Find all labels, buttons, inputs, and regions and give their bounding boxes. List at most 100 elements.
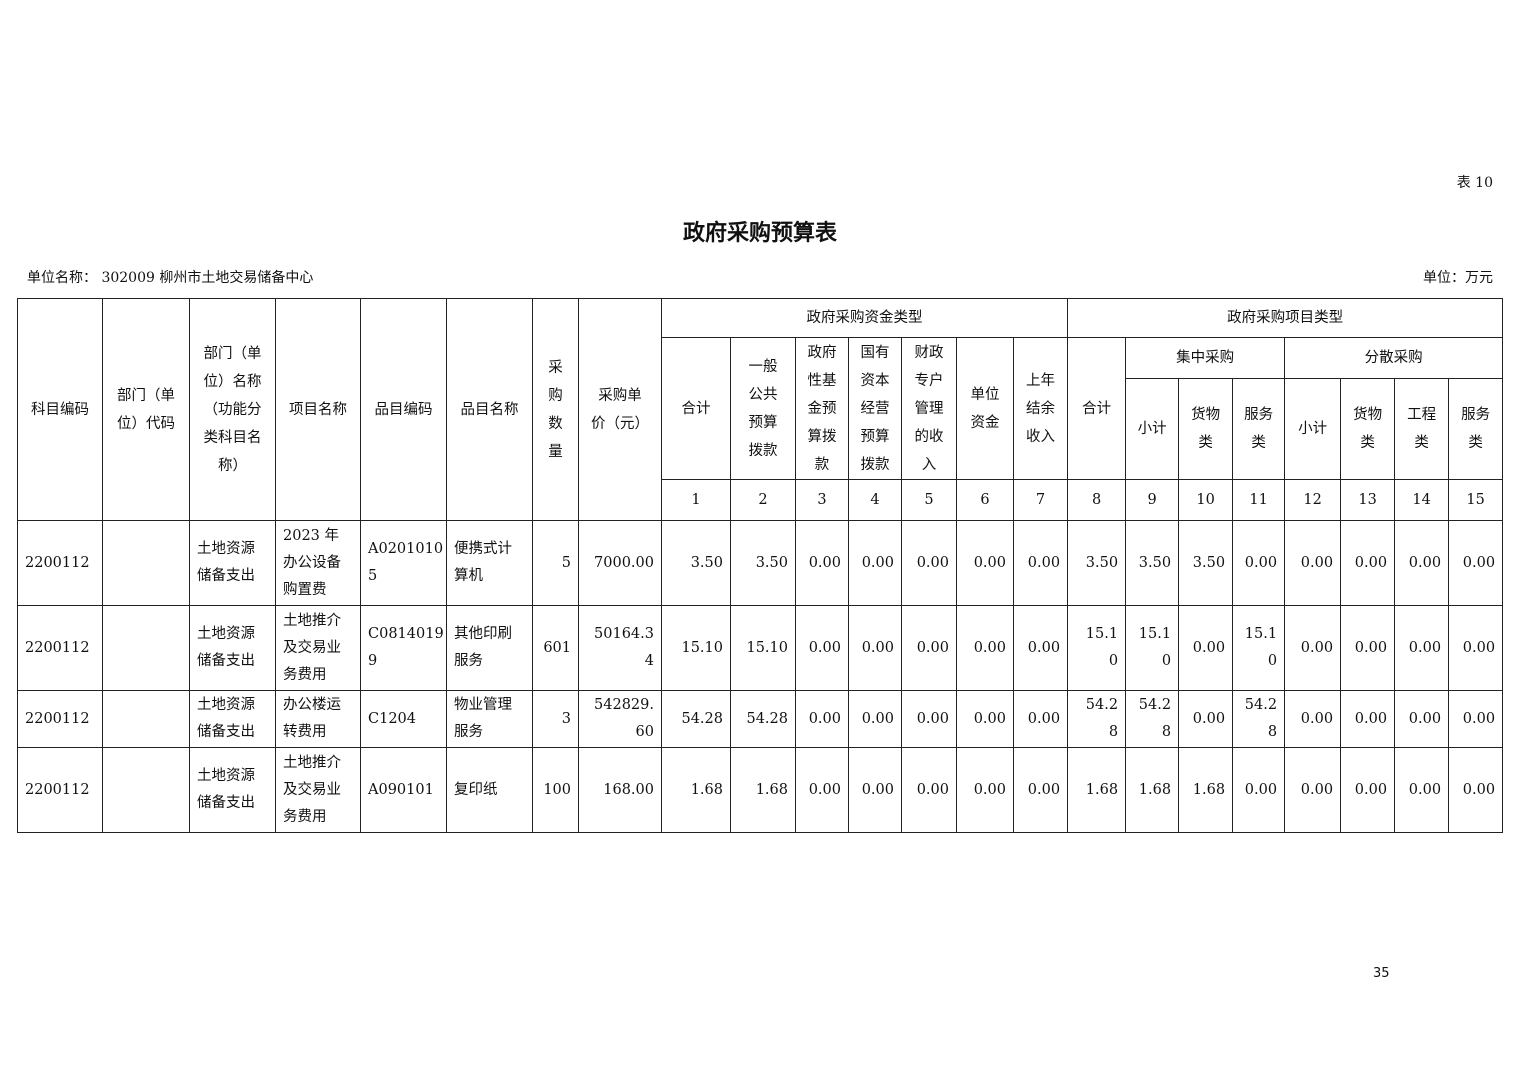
table-cell: 0.00	[1284, 747, 1342, 833]
table-cell: 0.00	[1178, 605, 1234, 691]
column-header: 服务 类	[1232, 378, 1286, 480]
column-header: 工程 类	[1394, 378, 1450, 480]
table-cell: 0.00	[956, 520, 1014, 606]
column-number: 6	[956, 479, 1014, 521]
table-cell: 土地资源 储备支出	[189, 520, 276, 606]
table-cell: 54.2 8	[1232, 690, 1286, 748]
table-cell: 3	[532, 690, 579, 748]
table-cell: 土地推介 及交易业 务费用	[275, 747, 361, 833]
table-cell: C0814019 9	[360, 605, 447, 691]
table-cell: 0.00	[848, 747, 902, 833]
column-header: 合计	[1067, 337, 1127, 480]
currency-unit: 单位：万元	[1423, 270, 1493, 286]
page-number: 35	[1373, 966, 1390, 981]
table-cell: 2200112	[17, 690, 103, 748]
column-header: 小计	[1125, 378, 1180, 480]
page-title: 政府采购预算表	[682, 220, 837, 246]
table-cell: 0.00	[1340, 605, 1396, 691]
table-cell: 15.1 0	[1125, 605, 1180, 691]
table-cell: 0.00	[848, 520, 902, 606]
table-cell: 1.68	[1067, 747, 1127, 833]
table-cell: 50164.3 4	[578, 605, 662, 691]
table-cell: 办公楼运 转费用	[275, 690, 361, 748]
column-header: 单位 资金	[956, 337, 1014, 480]
column-header: 项目名称	[275, 298, 361, 521]
column-header: 财政 专户 管理 的收 入	[901, 337, 957, 480]
table-cell: 0.00	[901, 520, 957, 606]
table-cell: 0.00	[1340, 520, 1396, 606]
table-cell: A0201010 5	[360, 520, 447, 606]
table-cell: 2200112	[17, 605, 103, 691]
table-cell: 2200112	[17, 747, 103, 833]
table-cell: 1.68	[1125, 747, 1180, 833]
table-row: 2200112 土地资源 储备支出 办公楼运 转费用 C1204 物业管理 服务 3 542…	[17, 690, 1504, 748]
table-cell: 0.00	[1394, 605, 1450, 691]
column-number: 5	[901, 479, 957, 521]
column-number: 7	[1012, 479, 1069, 521]
table-cell: 0.00	[1394, 520, 1450, 606]
table-cell	[102, 605, 190, 691]
table-cell: 0.00	[1448, 605, 1504, 691]
column-header: 采购单 价（元）	[578, 298, 662, 521]
table-cell: 0.00	[956, 605, 1014, 691]
table-cell: 15.1 0	[1232, 605, 1286, 691]
table-cell: 0.00	[795, 747, 849, 833]
table-cell: 其他印刷 服务	[446, 605, 533, 691]
table-cell: 0.00	[1012, 520, 1069, 606]
table-cell: 1.68	[1178, 747, 1234, 833]
table-cell: 0.00	[1178, 690, 1234, 748]
table-cell: 15.10	[730, 605, 796, 691]
table-cell: 542829. 60	[578, 690, 662, 748]
column-header: 国有 资本 经营 预算 拨款	[848, 337, 902, 480]
column-header: 合计	[661, 337, 731, 480]
table-cell: 1.68	[730, 747, 796, 833]
table-cell: 0.00	[848, 605, 902, 691]
table-cell: 15.1 0	[1067, 605, 1127, 691]
table-cell: 0.00	[1394, 690, 1450, 748]
column-header: 货物 类	[1178, 378, 1234, 480]
table-cell: 0.00	[1012, 690, 1069, 748]
column-header: 小计	[1284, 378, 1342, 480]
table-cell: A090101	[360, 747, 447, 833]
table-cell: 15.10	[661, 605, 731, 691]
table-cell: 0.00	[795, 520, 849, 606]
column-number: 15	[1448, 479, 1504, 521]
table-cell: 土地资源 储备支出	[189, 690, 276, 748]
table-cell: 土地资源 储备支出	[189, 747, 276, 833]
column-header: 上年 结余 收入	[1012, 337, 1069, 480]
table-cell: 0.00	[1232, 747, 1286, 833]
column-header: 货物 类	[1340, 378, 1396, 480]
unit-name: 单位名称： 302009 柳州市土地交易储备中心	[27, 270, 314, 286]
table-cell: 0.00	[1284, 520, 1342, 606]
table-cell: 0.00	[1232, 520, 1286, 606]
table-cell: 5	[532, 520, 579, 606]
table-cell: 0.00	[1012, 605, 1069, 691]
table-cell: 物业管理 服务	[446, 690, 533, 748]
table-cell: 7000.00	[578, 520, 662, 606]
table-cell: 601	[532, 605, 579, 691]
table-cell: 100	[532, 747, 579, 833]
column-number: 8	[1067, 479, 1127, 521]
table-cell: 3.50	[1125, 520, 1180, 606]
table-cell: 54.28	[730, 690, 796, 748]
table-cell	[102, 520, 190, 606]
table-cell: 复印纸	[446, 747, 533, 833]
column-number: 12	[1284, 479, 1342, 521]
group-header-decentralized: 分散采购	[1284, 337, 1504, 379]
column-number: 14	[1394, 479, 1450, 521]
table-cell: 0.00	[956, 747, 1014, 833]
table-cell: C1204	[360, 690, 447, 748]
column-number: 2	[730, 479, 796, 521]
table-cell: 0.00	[848, 690, 902, 748]
table-cell: 0.00	[795, 605, 849, 691]
column-header: 科目编码	[17, 298, 103, 521]
table-cell: 便携式计 算机	[446, 520, 533, 606]
column-header: 部门（单 位）名称 （功能分 类科目名 称）	[189, 298, 276, 521]
table-cell: 0.00	[1394, 747, 1450, 833]
column-header: 采 购 数 量	[532, 298, 579, 521]
column-number: 11	[1232, 479, 1286, 521]
table-cell: 土地资源 储备支出	[189, 605, 276, 691]
table-cell: 3.50	[1067, 520, 1127, 606]
column-header: 部门（单 位）代码	[102, 298, 190, 521]
